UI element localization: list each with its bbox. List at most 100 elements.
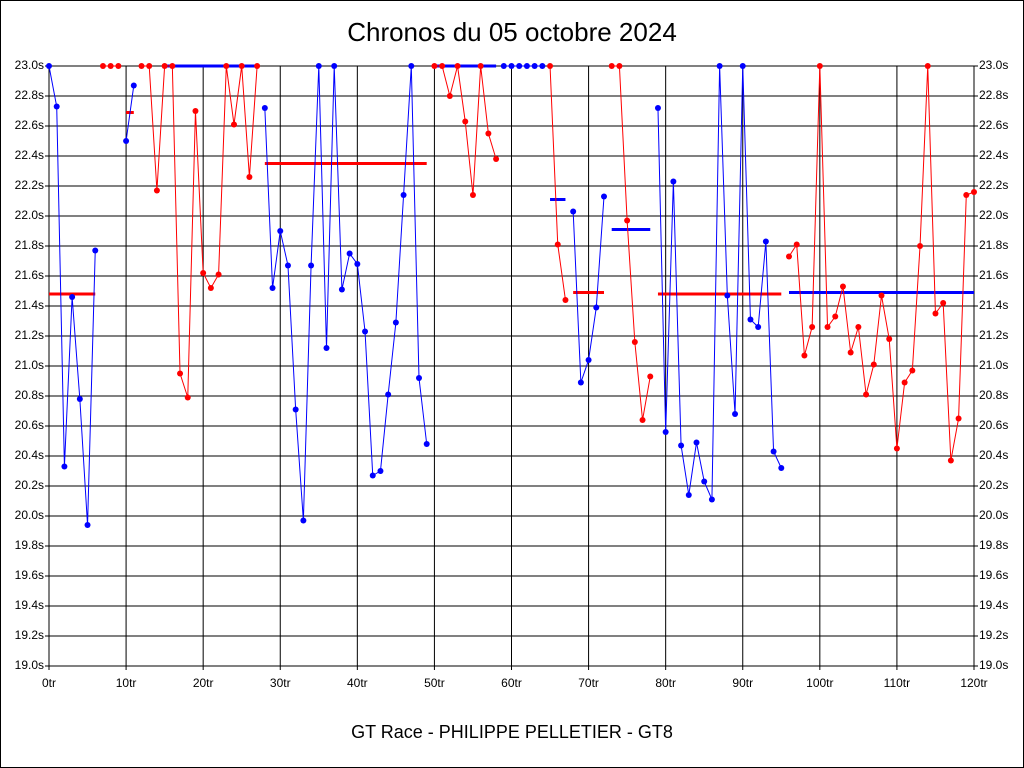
data-point — [531, 63, 538, 69]
data-point — [824, 324, 831, 330]
y2-tick-label: 19.4s — [979, 598, 1008, 612]
y-tick-label: 19.6s — [15, 568, 44, 582]
y2-tick-label: 21.2s — [979, 328, 1008, 342]
data-point — [46, 63, 52, 69]
y2-tick-label: 22.6s — [979, 118, 1008, 132]
data-point — [254, 63, 261, 69]
data-point — [284, 262, 291, 269]
data-point — [123, 138, 130, 144]
data-point — [192, 108, 199, 114]
y2-tick-label: 20.8s — [979, 388, 1008, 402]
y-tick-label: 20.6s — [15, 418, 44, 432]
data-point — [839, 283, 846, 290]
y2-tick-label: 19.0s — [979, 658, 1008, 672]
data-point — [816, 63, 823, 69]
x-tick-label: 120tr — [960, 676, 987, 690]
data-point — [331, 63, 338, 69]
data-point — [92, 247, 99, 254]
data-point — [354, 261, 361, 267]
data-point — [177, 370, 184, 377]
y-tick-label: 21.8s — [15, 238, 44, 252]
data-point — [269, 285, 276, 291]
y-tick-label: 20.0s — [15, 508, 44, 522]
data-point — [932, 310, 939, 317]
data-point — [300, 517, 307, 524]
data-point — [207, 285, 214, 291]
data-point — [924, 63, 931, 69]
data-point — [855, 324, 862, 330]
x-tick-label: 70tr — [578, 676, 599, 690]
data-point — [693, 439, 700, 446]
data-point — [477, 63, 484, 69]
data-point — [909, 367, 916, 374]
data-point — [231, 121, 237, 128]
data-point — [893, 445, 900, 452]
data-point — [539, 63, 546, 69]
data-point — [878, 292, 885, 299]
y-tick-label: 21.2s — [15, 328, 44, 342]
y-tick-label: 21.0s — [15, 358, 44, 372]
data-point — [786, 253, 792, 260]
data-point — [416, 375, 422, 381]
data-point — [577, 379, 584, 386]
data-point — [462, 118, 469, 125]
y2-tick-label: 22.2s — [979, 178, 1008, 192]
data-point — [739, 63, 746, 69]
data-point — [593, 304, 600, 311]
data-point — [732, 411, 739, 417]
data-point — [130, 82, 137, 89]
data-point — [84, 522, 91, 528]
y2-tick-label: 21.0s — [979, 358, 1008, 372]
data-point — [400, 192, 407, 198]
data-point — [169, 63, 176, 69]
data-point — [385, 391, 392, 398]
data-point — [138, 63, 145, 69]
x-tick-label: 40tr — [347, 676, 368, 690]
data-point — [215, 271, 222, 278]
data-point — [601, 193, 607, 200]
y2-tick-label: 22.4s — [979, 148, 1008, 162]
y-tick-label: 19.4s — [15, 598, 44, 612]
data-point — [886, 336, 893, 342]
data-point — [446, 93, 453, 99]
data-point — [747, 316, 754, 323]
y2-tick-label: 22.8s — [979, 88, 1008, 102]
x-tick-label: 60tr — [501, 676, 522, 690]
y-tick-label: 19.8s — [15, 538, 44, 552]
data-point — [724, 292, 731, 299]
data-point — [562, 297, 569, 303]
y-tick-label: 22.2s — [15, 178, 44, 192]
data-point — [99, 63, 106, 69]
data-point — [917, 243, 924, 249]
data-point — [901, 379, 908, 386]
data-point — [69, 294, 76, 300]
y-tick-label: 22.6s — [15, 118, 44, 132]
data-point — [184, 394, 191, 401]
data-point — [778, 465, 785, 471]
data-point — [755, 324, 762, 330]
data-point — [547, 63, 554, 69]
chart-footer: GT Race - PHILIPPE PELLETIER - GT8 — [351, 722, 673, 742]
y2-tick-label: 20.0s — [979, 508, 1008, 522]
x-tick-label: 110tr — [884, 676, 910, 690]
data-point — [963, 192, 970, 198]
data-point — [523, 63, 530, 69]
data-point — [670, 178, 677, 185]
data-point — [439, 63, 446, 69]
data-point — [971, 189, 977, 195]
y2-tick-label: 23.0s — [979, 58, 1008, 72]
data-point — [585, 357, 592, 363]
data-point — [261, 105, 268, 111]
data-point — [338, 286, 345, 293]
chart-title: Chronos du 05 octobre 2024 — [347, 17, 677, 47]
data-point — [346, 250, 353, 257]
data-point — [708, 496, 715, 503]
data-point — [362, 328, 369, 335]
y-tick-label: 20.2s — [15, 478, 44, 492]
data-point — [554, 241, 561, 248]
y2-tick-label: 20.2s — [979, 478, 1008, 492]
y-tick-label: 22.4s — [15, 148, 44, 162]
y2-tick-label: 19.8s — [979, 538, 1008, 552]
data-point — [377, 468, 384, 474]
